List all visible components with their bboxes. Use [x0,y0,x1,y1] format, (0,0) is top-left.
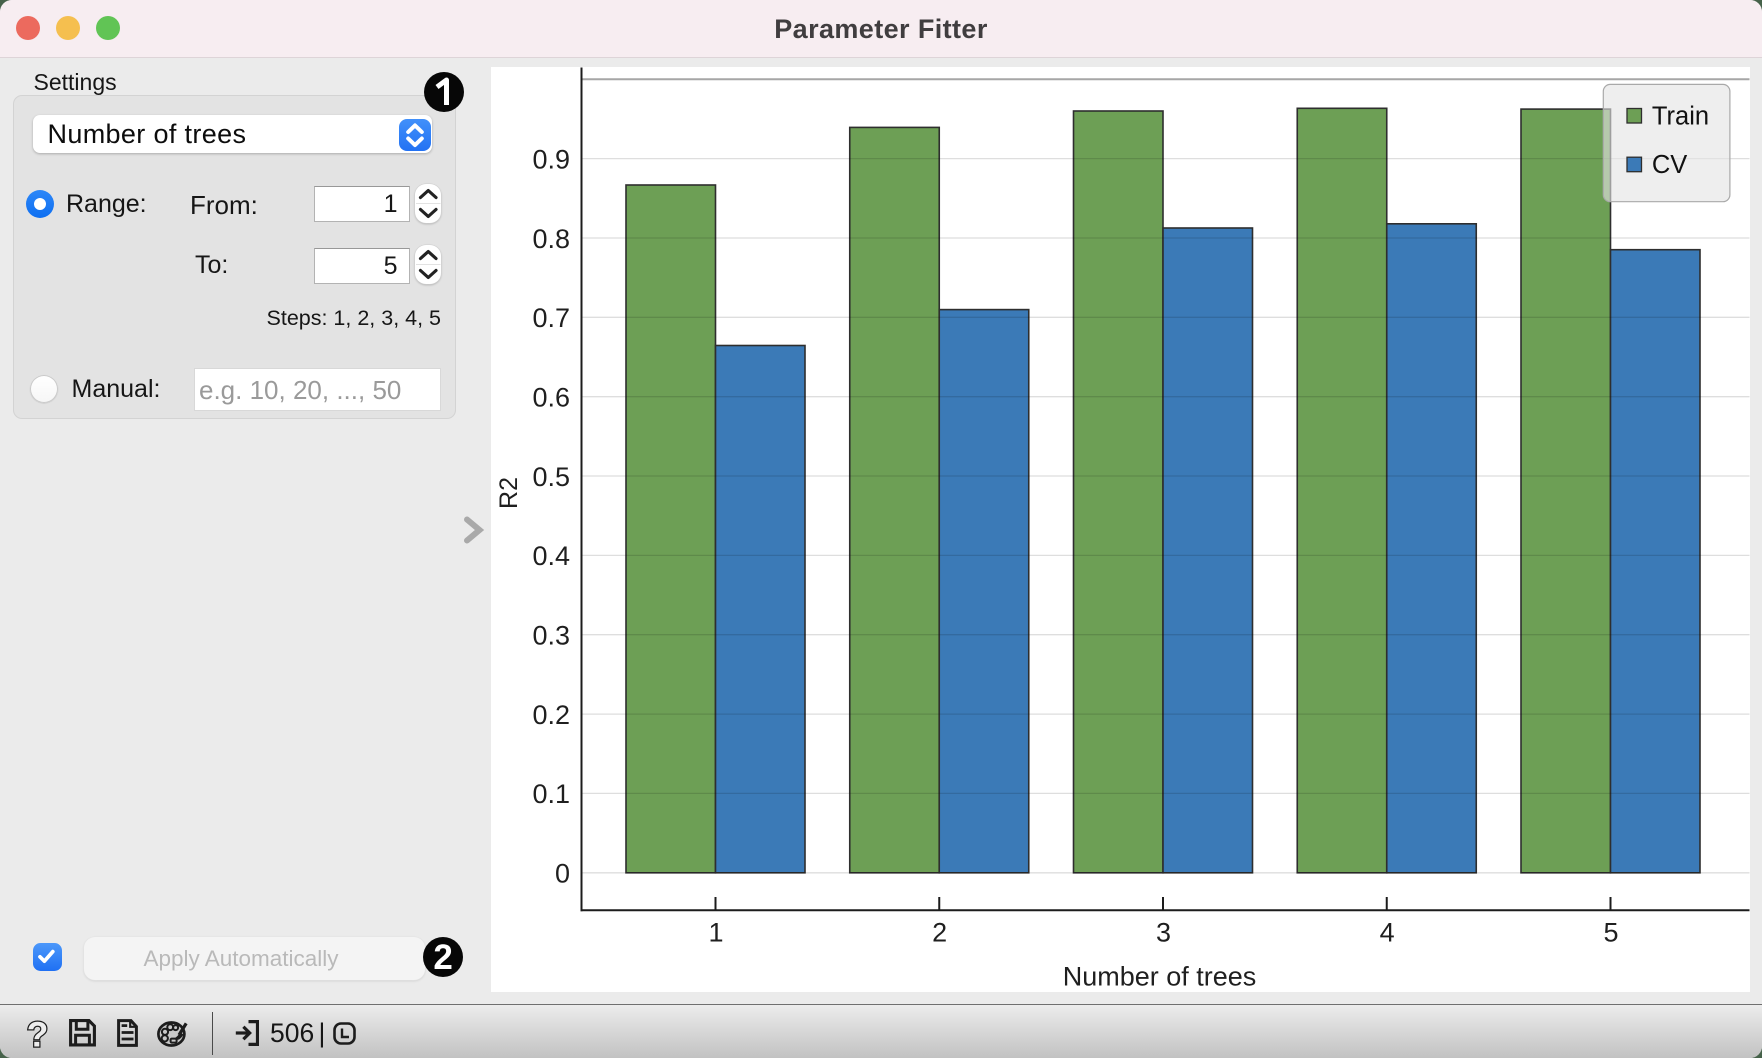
svg-text:R2: R2 [495,477,523,509]
svg-text:0.7: 0.7 [532,303,570,333]
svg-text:0.5: 0.5 [532,462,570,492]
svg-text:0.9: 0.9 [532,144,570,174]
svg-text:5: 5 [1603,918,1618,948]
svg-text:3: 3 [1156,918,1171,948]
svg-text:0.1: 0.1 [532,779,570,809]
svg-text:0.6: 0.6 [532,383,570,413]
svg-text:0.4: 0.4 [532,541,570,571]
svg-text:4: 4 [1380,918,1395,948]
svg-text:?: ? [27,1017,49,1053]
svg-text:Number of trees: Number of trees [1063,962,1257,992]
svg-text:0: 0 [555,859,570,889]
svg-text:0.3: 0.3 [532,621,570,651]
svg-text:0.8: 0.8 [532,224,570,254]
svg-text:CV: CV [1652,151,1687,179]
svg-text:1: 1 [708,918,723,948]
svg-text:2: 2 [932,918,947,948]
svg-text:Train: Train [1652,103,1709,131]
svg-text:0.2: 0.2 [532,700,570,730]
